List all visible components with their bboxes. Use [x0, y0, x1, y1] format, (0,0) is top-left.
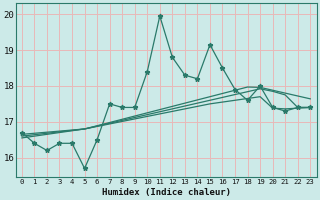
- X-axis label: Humidex (Indice chaleur): Humidex (Indice chaleur): [101, 188, 231, 197]
